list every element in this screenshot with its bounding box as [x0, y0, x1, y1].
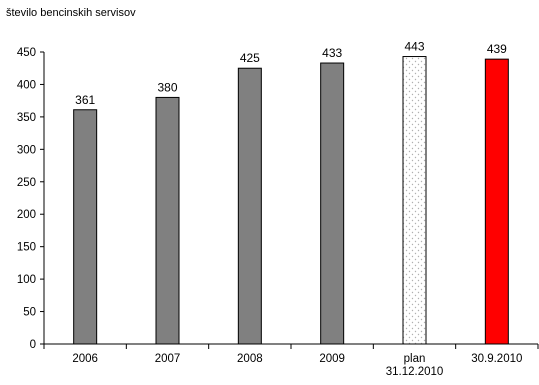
y-tick-label: 100 — [17, 274, 36, 286]
data-label-0: 361 — [75, 93, 95, 107]
bar-2 — [237, 67, 262, 345]
x-tick-label-1: 2007 — [155, 353, 181, 365]
bar-3 — [320, 62, 345, 345]
x-tick-label-4: plan — [404, 353, 426, 365]
y-tick-label: 250 — [17, 177, 36, 189]
bar-4 — [402, 56, 427, 345]
bar-5 — [484, 58, 509, 345]
x-tick-label-4-line1: 31.12.2010 — [386, 366, 444, 378]
x-tick-label-2: 2008 — [237, 353, 263, 365]
bars-group — [73, 56, 509, 345]
y-tick-label: 350 — [17, 112, 36, 124]
x-tick-label-0: 2006 — [72, 353, 98, 365]
data-label-2: 425 — [240, 51, 260, 65]
y-tick-label: 450 — [17, 47, 36, 59]
y-tick-label: 400 — [17, 79, 36, 91]
y-tick-label: 200 — [17, 209, 36, 221]
y-tick-label: 0 — [30, 339, 36, 351]
x-tick-label-5: 30.9.2010 — [471, 353, 522, 365]
x-tick-label-3: 2009 — [319, 353, 345, 365]
data-label-3: 433 — [322, 46, 342, 60]
y-tick-label: 300 — [17, 144, 36, 156]
y-axis-title: število bencinskih servisov — [6, 7, 136, 19]
data-label-5: 439 — [487, 42, 507, 56]
bar-1 — [155, 96, 180, 345]
data-labels-group: 361 2006 380 2007 425 2008 433 2009 443 plan31.12… — [72, 40, 522, 378]
axes: 0 50 100 150 200 250 300 350 400 450 — [17, 47, 539, 351]
y-tick-label: 50 — [23, 307, 36, 319]
data-label-1: 380 — [157, 80, 177, 94]
y-tick-label: 150 — [17, 242, 36, 254]
bar-0 — [73, 109, 98, 345]
data-label-4: 443 — [404, 40, 424, 54]
